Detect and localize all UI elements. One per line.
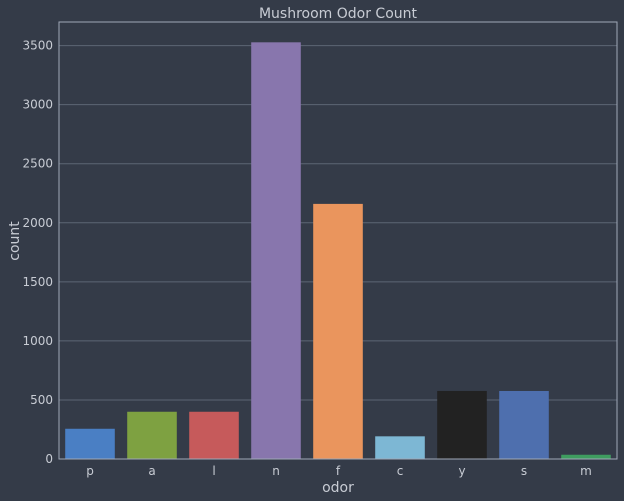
plot-frame (58, 21, 618, 460)
bar-c (375, 436, 425, 459)
x-tick-label: a (148, 464, 155, 478)
y-tick-label: 3500 (22, 39, 53, 53)
x-axis-label: odor (322, 480, 354, 496)
bars (65, 42, 611, 459)
x-tick-label: f (336, 464, 341, 478)
y-tick-label: 1500 (22, 275, 53, 289)
x-tick-label: p (86, 464, 94, 478)
bar-y (437, 390, 487, 459)
y-tick-label: 500 (30, 393, 53, 407)
y-axis-ticks: 0 500 1000 1500 2000 2500 3000 3500 (22, 39, 53, 466)
x-tick-label: m (580, 464, 592, 478)
x-tick-label: s (521, 464, 527, 478)
chart-title: Mushroom Odor Count (259, 6, 418, 22)
x-tick-label: n (272, 464, 280, 478)
y-tick-label: 2500 (22, 157, 53, 171)
bar-f (313, 203, 363, 459)
y-tick-label: 0 (45, 452, 53, 466)
bar-s (499, 390, 549, 459)
bar-p (65, 428, 115, 459)
y-tick-label: 2000 (22, 216, 53, 230)
y-axis-label: count (7, 221, 23, 261)
bar-m (561, 454, 611, 459)
x-tick-label: l (212, 464, 215, 478)
y-tick-label: 1000 (22, 334, 53, 348)
x-tick-label: c (397, 464, 404, 478)
y-tick-label: 3000 (22, 98, 53, 112)
bar-a (127, 411, 177, 459)
x-tick-label: y (458, 464, 465, 478)
bar-l (189, 411, 239, 459)
bar-n (251, 42, 301, 459)
